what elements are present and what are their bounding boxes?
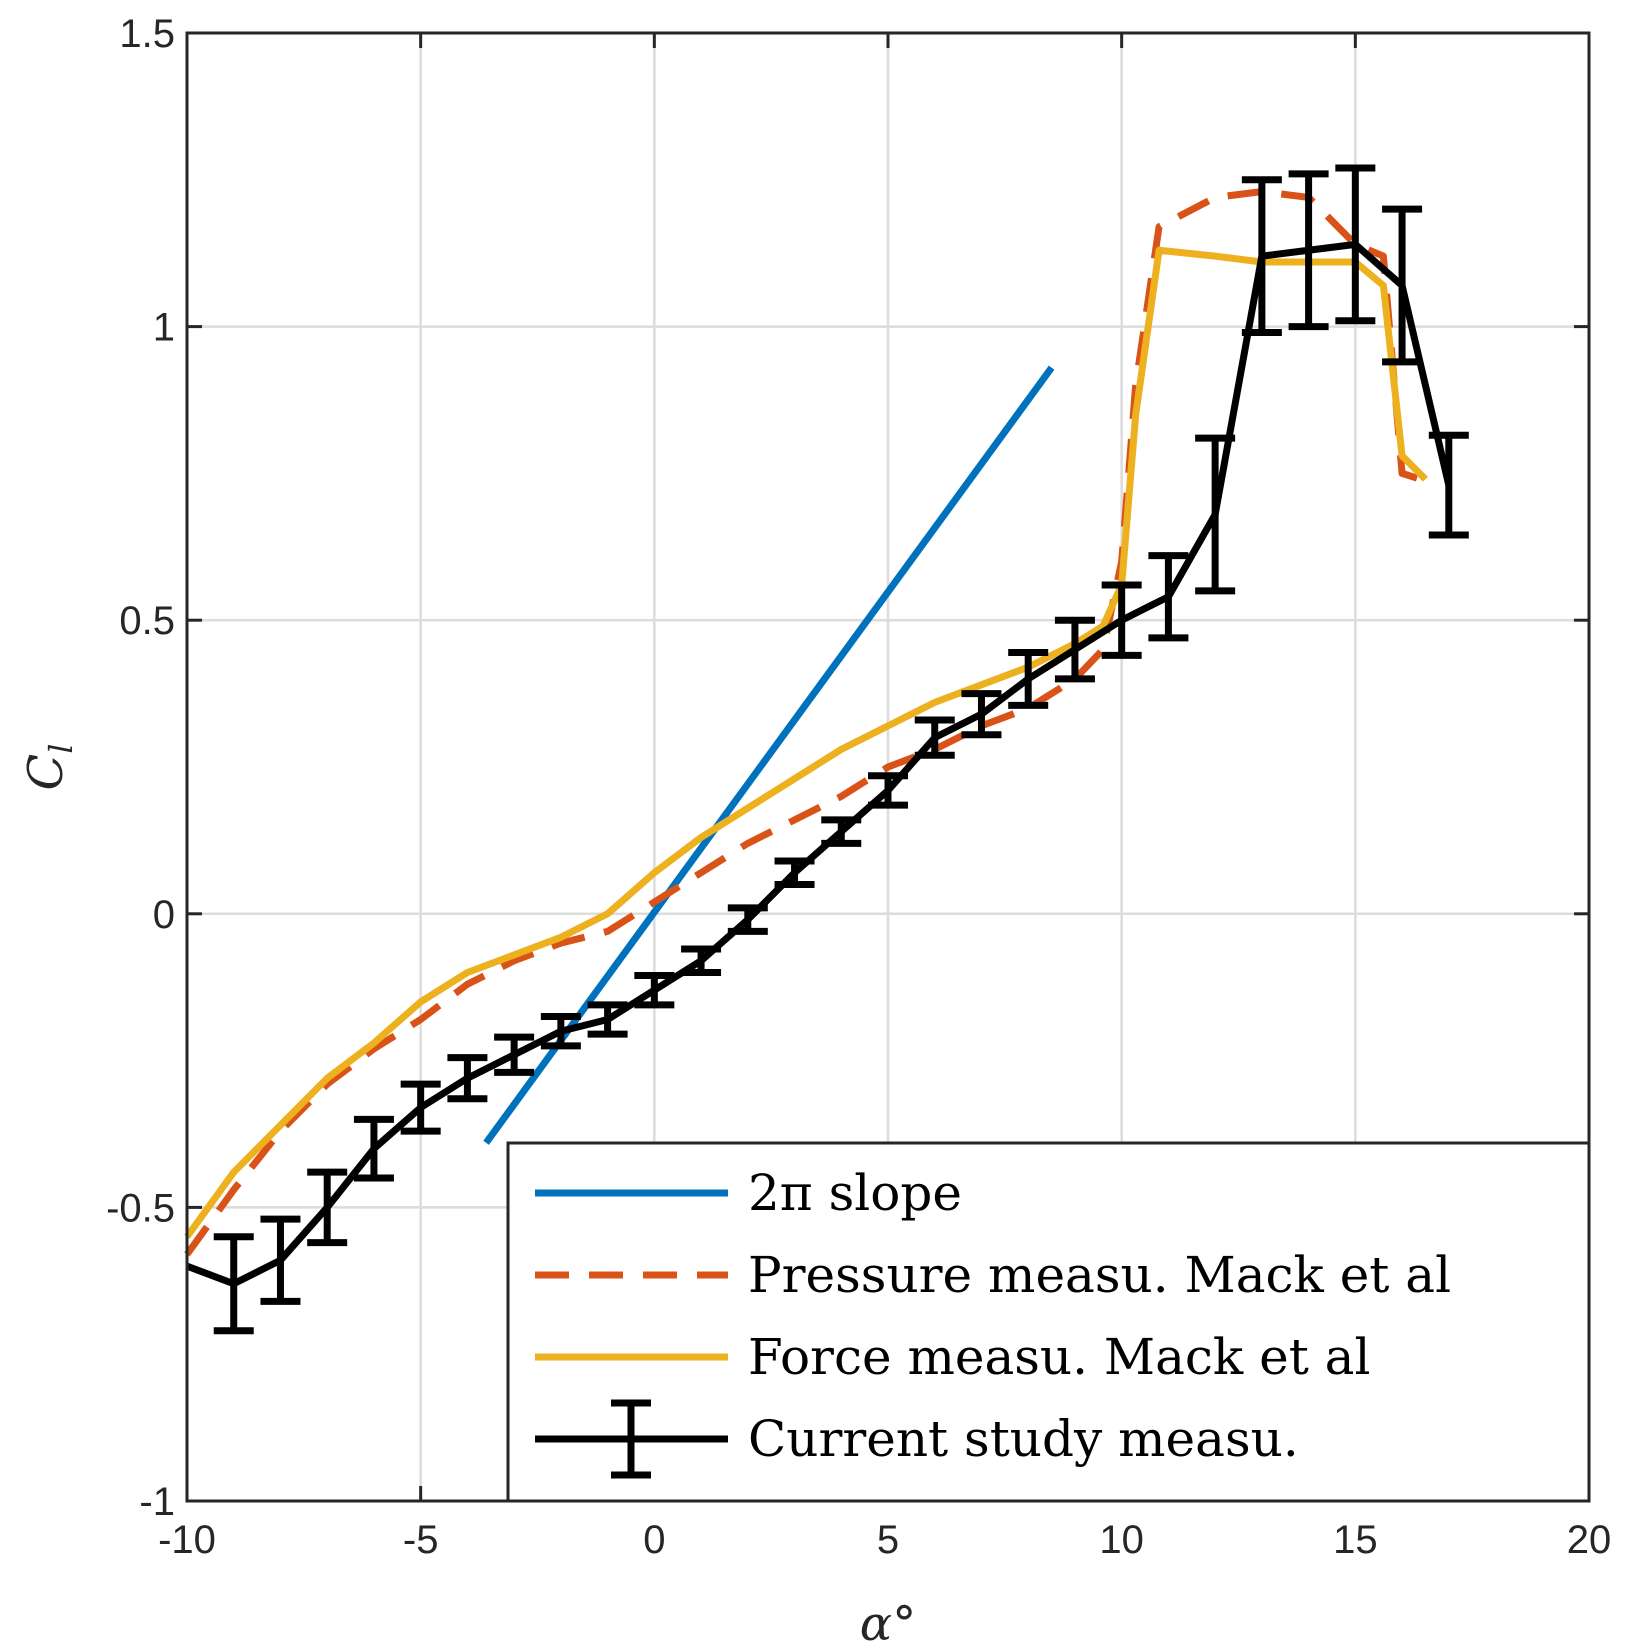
error-bar [821, 816, 862, 847]
y-axis-label-subscript: l [42, 744, 80, 754]
error-bar [1054, 616, 1095, 683]
error-bar [1335, 164, 1376, 325]
y-tick-label: 0 [153, 893, 175, 937]
error-bar [260, 1215, 301, 1305]
series-line [184, 188, 1422, 1257]
y-axis-label-main: C [18, 754, 74, 791]
error-bar [1008, 648, 1049, 709]
x-tick-label: 15 [1333, 1518, 1378, 1562]
y-tick-label: 1.5 [119, 12, 175, 56]
error-bar [868, 772, 908, 809]
plot-series [184, 164, 1469, 1335]
error-bar [914, 716, 955, 759]
error-bar [353, 1115, 394, 1182]
error-bar [1288, 170, 1329, 331]
x-tick-label: 10 [1099, 1518, 1144, 1562]
legend-label: 2π slope [748, 1164, 962, 1222]
x-tick-label: -10 [158, 1518, 216, 1562]
error-bar [213, 1233, 254, 1335]
y-tick-label: -1 [139, 1480, 175, 1524]
legend-label: Pressure measu. Mack et al [748, 1246, 1451, 1304]
y-tick-label: -0.5 [106, 1186, 175, 1230]
error-bar [774, 857, 815, 888]
error-bar [634, 971, 675, 1009]
series-1 [184, 188, 1422, 1257]
x-tick-label: 5 [877, 1518, 899, 1562]
error-bar [400, 1080, 441, 1135]
error-bar [307, 1168, 348, 1247]
legend-box [506, 1141, 1591, 1503]
error-bar [540, 1013, 581, 1050]
y-tick-label: 0.5 [119, 599, 175, 643]
legend-label: Force measu. Mack et al [748, 1328, 1371, 1386]
x-tick-label: 0 [643, 1518, 665, 1562]
x-tick-label: -5 [403, 1518, 439, 1562]
error-bar [1101, 581, 1142, 659]
error-bar [681, 945, 722, 977]
legend-label: Current study measu. [748, 1410, 1299, 1468]
x-axis-label: α° [860, 1596, 916, 1648]
error-bar [587, 1001, 628, 1038]
legend-item-1: Pressure measu. Mack et al [535, 1246, 1451, 1304]
error-bar [727, 904, 768, 935]
error-bar [1148, 552, 1189, 642]
legend-item-0: 2π slope [535, 1164, 962, 1222]
error-bar [1382, 205, 1423, 366]
error-bar [1241, 176, 1282, 336]
legend: 2π slope Pressure measu. Mack et al Force … [506, 1141, 1591, 1503]
legend-item-3: Current study measu. [535, 1399, 1299, 1479]
error-bar [447, 1054, 488, 1103]
error-bar [1195, 434, 1236, 595]
axis-tick-labels: -10 -5 0 5 10 15 20 -1 -0.5 0 0.5 1 1.5 [106, 12, 1611, 1562]
series-line [185, 240, 1453, 1288]
series-3 [185, 164, 1469, 1335]
error-bar [494, 1033, 535, 1076]
legend-item-2: Force measu. Mack et al [535, 1328, 1371, 1386]
x-tick-label: 20 [1567, 1518, 1612, 1562]
y-tick-label: 1 [153, 306, 175, 350]
error-bar [961, 690, 1002, 739]
error-bar [1428, 431, 1469, 539]
y-axis-label: Cl [18, 744, 80, 791]
